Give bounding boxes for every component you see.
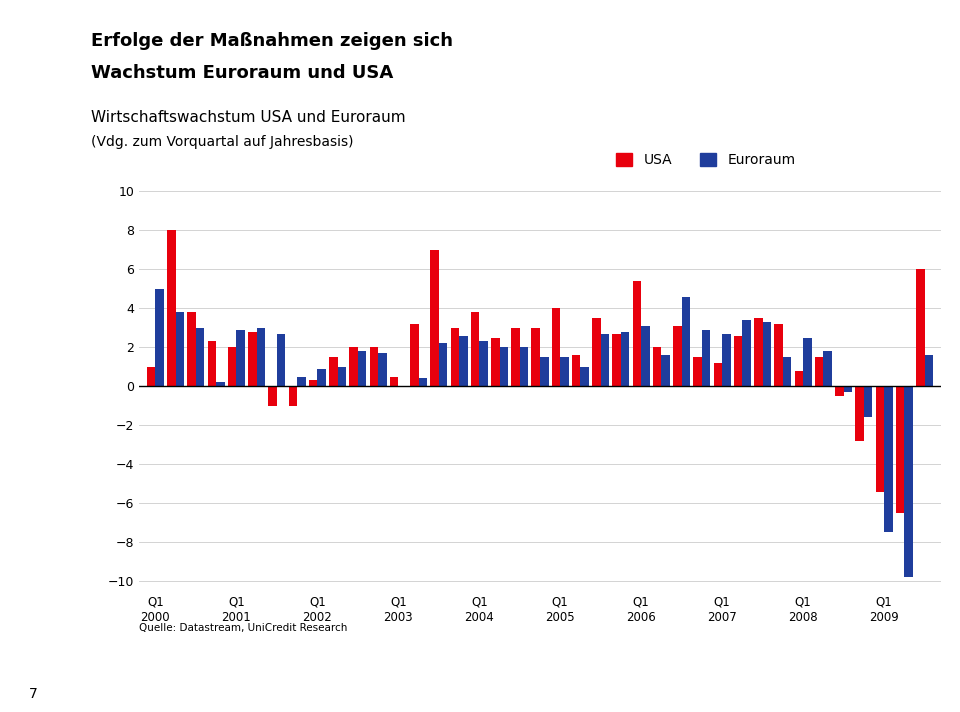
Bar [479,342,488,387]
Text: 7: 7 [29,687,37,701]
Bar [207,342,216,387]
Bar [439,343,447,387]
Bar [896,387,904,513]
Bar [795,371,804,387]
Bar [702,330,710,387]
Legend: USA, Euroraum: USA, Euroraum [610,147,802,173]
Bar [256,328,265,387]
Bar [309,380,318,387]
Text: Quelle: Datastream, UniCredit Research: Quelle: Datastream, UniCredit Research [139,623,348,633]
Bar [499,347,508,387]
Bar [581,367,589,387]
Bar [612,334,621,387]
Bar [552,308,561,387]
Bar [459,335,468,387]
Bar [864,387,873,417]
Bar [742,320,751,387]
Bar [216,382,225,387]
Bar [540,357,548,387]
Bar [236,330,245,387]
Bar [653,347,661,387]
Text: Wirtschaftswachstum USA und Euroraum: Wirtschaftswachstum USA und Euroraum [91,110,406,125]
Bar [572,355,581,387]
Bar [491,337,499,387]
Bar [682,297,690,387]
Bar [804,337,811,387]
Bar [450,328,459,387]
Bar [621,332,630,387]
Bar [378,353,387,387]
Bar [297,377,305,387]
Bar [289,387,297,406]
Bar [693,357,702,387]
Bar [329,357,338,387]
Bar [835,387,844,396]
Text: Wachstum Euroraum und USA: Wachstum Euroraum und USA [91,64,394,82]
Bar [884,387,893,533]
Bar [419,379,427,387]
Bar [876,387,884,491]
Bar [734,335,742,387]
Bar [904,387,913,577]
Bar [167,230,176,387]
Bar [815,357,824,387]
Bar [390,377,398,387]
Bar [775,324,783,387]
Bar [512,328,519,387]
Text: UniCredit Group: UniCredit Group [33,293,39,348]
Bar [176,312,184,387]
Bar [633,281,641,387]
Bar [844,387,852,392]
Bar [228,347,236,387]
Bar [783,357,791,387]
Bar [269,387,276,406]
Bar [661,355,670,387]
Bar [370,347,378,387]
Bar [916,269,924,387]
Bar [248,332,256,387]
Bar [338,367,346,387]
Text: (Vdg. zum Vorquartal auf Jahresbasis): (Vdg. zum Vorquartal auf Jahresbasis) [91,135,353,150]
Bar [196,328,204,387]
Bar [519,347,528,387]
Bar [673,326,682,387]
Bar [561,357,568,387]
Bar [156,289,164,387]
Bar [722,334,731,387]
Bar [358,351,367,387]
Bar [592,318,601,387]
Bar [470,312,479,387]
Bar [924,355,933,387]
Text: Erfolge der Maßnahmen zeigen sich: Erfolge der Maßnahmen zeigen sich [91,32,453,50]
Bar [276,334,285,387]
Bar [601,334,610,387]
Text: Bank Austria: Bank Austria [31,164,41,235]
Bar [855,387,864,441]
Bar [349,347,358,387]
Bar [532,328,540,387]
Bar [187,312,196,387]
Bar [147,367,156,387]
Bar [641,326,650,387]
Bar [713,363,722,387]
Bar [824,351,832,387]
Bar [410,324,419,387]
Bar [318,369,325,387]
Bar [762,322,771,387]
Bar [430,250,439,387]
Bar [755,318,762,387]
